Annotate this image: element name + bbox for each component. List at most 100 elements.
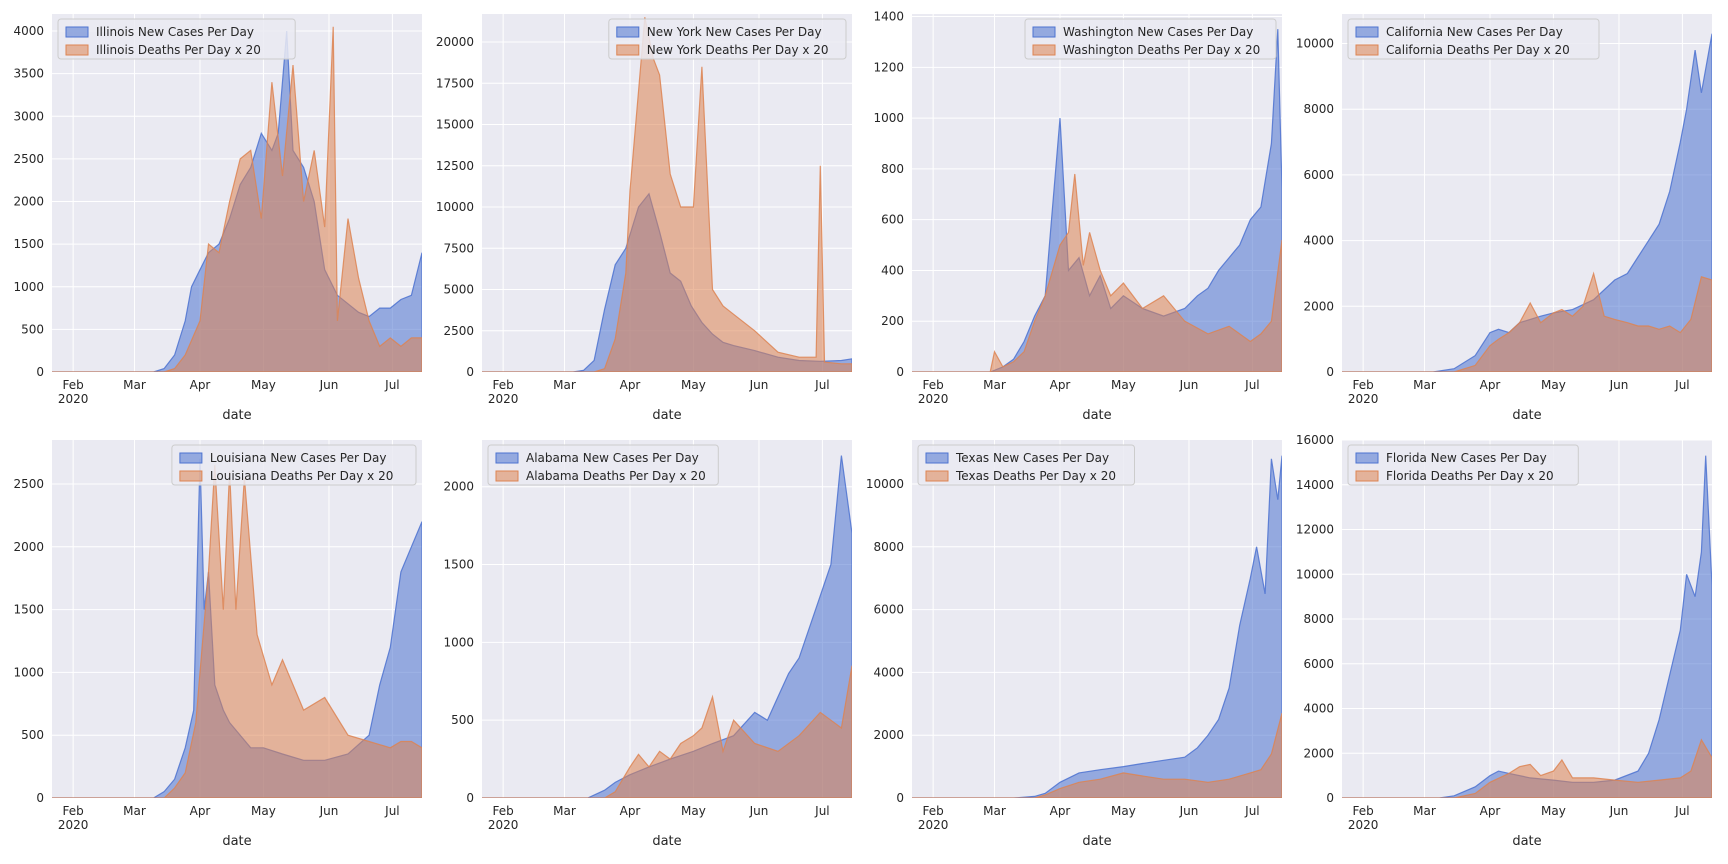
x-tick-label: Mar <box>123 378 146 392</box>
y-tick-label: 1000 <box>13 280 44 294</box>
y-tick-label: 200 <box>881 314 904 328</box>
y-tick-label: 6000 <box>1303 168 1334 182</box>
legend-swatch-deaths <box>1355 470 1379 482</box>
x-tick-label: May <box>1111 378 1136 392</box>
legend-label-cases: Texas New Cases Per Day <box>955 451 1109 465</box>
y-tick-label: 6000 <box>873 603 904 617</box>
y-tick-label: 4000 <box>873 665 904 679</box>
legend-label-deaths: Florida Deaths Per Day x 20 <box>1386 469 1554 483</box>
y-tick-label: 17500 <box>436 76 474 90</box>
chart-panel-florida: 0 2000 4000 6000 8000 10000 12000 14000 16000 Feb… <box>1296 433 1712 849</box>
legend-box <box>1347 444 1579 486</box>
x-tick-label: Jun <box>749 804 769 818</box>
chart-panel-new-york: 0 2500 5000 7500 10000 12500 15000 17500 20000 Fe… <box>436 14 852 423</box>
legend-box <box>487 444 719 486</box>
x-tick-label: Jun <box>749 378 769 392</box>
cases-area-series <box>1342 455 1712 798</box>
y-tick-label: 2500 <box>13 477 44 491</box>
legend-label-cases: Washington New Cases Per Day <box>1063 25 1253 39</box>
x-tick-label: Jul <box>1674 378 1689 392</box>
x-tick-label: Feb <box>493 378 514 392</box>
x-tick-label: Apr <box>1480 804 1501 818</box>
y-tick-label: 600 <box>881 213 904 227</box>
cases-area-series <box>1342 33 1712 372</box>
y-tick-label: 0 <box>896 365 904 379</box>
x-tick-label: Mar <box>553 804 576 818</box>
legend-swatch-cases <box>616 26 640 38</box>
y-tick-label: 1200 <box>873 60 904 74</box>
deaths-area-series <box>912 173 1282 372</box>
y-tick-label: 0 <box>896 791 904 805</box>
x-tick-label: Apr <box>190 804 211 818</box>
x-tick-label: Apr <box>620 378 641 392</box>
legend-swatch-cases <box>925 452 949 464</box>
legend-swatch-cases <box>1032 26 1056 38</box>
x-tick-label: May <box>681 804 706 818</box>
y-tick-label: 2000 <box>1303 299 1334 313</box>
y-tick-label: 400 <box>881 263 904 277</box>
x-tick-label: May <box>681 378 706 392</box>
x-tick-label-year: 2020 <box>918 818 949 832</box>
x-tick-label: Jul <box>1674 804 1689 818</box>
legend-box <box>608 18 847 60</box>
x-tick-label: Apr <box>1050 378 1071 392</box>
x-tick-label: Apr <box>1480 378 1501 392</box>
y-tick-label: 10000 <box>1296 37 1334 51</box>
y-tick-label: 12500 <box>436 159 474 173</box>
x-tick-label: May <box>1541 378 1566 392</box>
y-tick-label: 10000 <box>436 200 474 214</box>
x-tick-label: Jun <box>319 804 339 818</box>
y-tick-label: 1000 <box>873 111 904 125</box>
y-tick-label: 1500 <box>443 558 474 572</box>
x-tick-label-year: 2020 <box>1348 392 1379 406</box>
x-tick-label-year: 2020 <box>58 818 89 832</box>
y-tick-label: 1000 <box>13 665 44 679</box>
y-tick-label: 2000 <box>443 480 474 494</box>
x-tick-label: Jun <box>1179 804 1199 818</box>
legend-swatch-cases <box>179 452 203 464</box>
x-axis-label: date <box>652 834 681 849</box>
legend-box <box>917 444 1135 486</box>
x-tick-label: Feb <box>63 378 84 392</box>
y-tick-label: 2000 <box>13 195 44 209</box>
legend-label-cases: Illinois New Cases Per Day <box>96 25 254 39</box>
x-tick-label: Jul <box>384 804 399 818</box>
legend-swatch-deaths <box>925 470 949 482</box>
deaths-area-series <box>1342 271 1712 372</box>
x-tick-label: Apr <box>1050 804 1071 818</box>
legend-label-cases: Louisiana New Cases Per Day <box>210 451 387 465</box>
y-tick-label: 0 <box>36 791 44 805</box>
y-tick-label: 2500 <box>443 324 474 338</box>
legend-label-cases: California New Cases Per Day <box>1386 25 1563 39</box>
legend-label-cases: Alabama New Cases Per Day <box>526 451 699 465</box>
legend: Illinois New Cases Per Day Illinois Death… <box>57 18 296 60</box>
x-tick-label: Mar <box>1413 804 1436 818</box>
y-tick-label: 15000 <box>436 118 474 132</box>
deaths-area-series <box>482 17 852 372</box>
x-tick-label: Jun <box>1609 378 1629 392</box>
y-tick-label: 4000 <box>1303 702 1334 716</box>
cases-area-series <box>912 455 1282 798</box>
x-tick-label: Feb <box>493 804 514 818</box>
legend-swatch-cases <box>1355 26 1379 38</box>
legend-label-deaths: New York Deaths Per Day x 20 <box>647 43 829 57</box>
y-tick-label: 2000 <box>13 540 44 554</box>
legend-label-cases: Florida New Cases Per Day <box>1386 451 1547 465</box>
y-tick-label: 14000 <box>1296 478 1334 492</box>
legend-swatch-cases <box>65 26 89 38</box>
x-axis-label: date <box>652 408 681 423</box>
x-tick-label: Feb <box>1353 804 1374 818</box>
x-axis-label: date <box>1082 834 1111 849</box>
legend-swatch-deaths <box>65 44 89 56</box>
x-tick-label: May <box>1541 804 1566 818</box>
legend-label-deaths: Illinois Deaths Per Day x 20 <box>96 43 261 57</box>
x-tick-label-year: 2020 <box>918 392 949 406</box>
x-tick-label-year: 2020 <box>488 818 519 832</box>
x-tick-label: Mar <box>553 378 576 392</box>
deaths-area-series <box>1342 738 1712 798</box>
legend: Texas New Cases Per Day Texas Deaths Per … <box>917 444 1135 486</box>
y-tick-label: 500 <box>21 322 44 336</box>
